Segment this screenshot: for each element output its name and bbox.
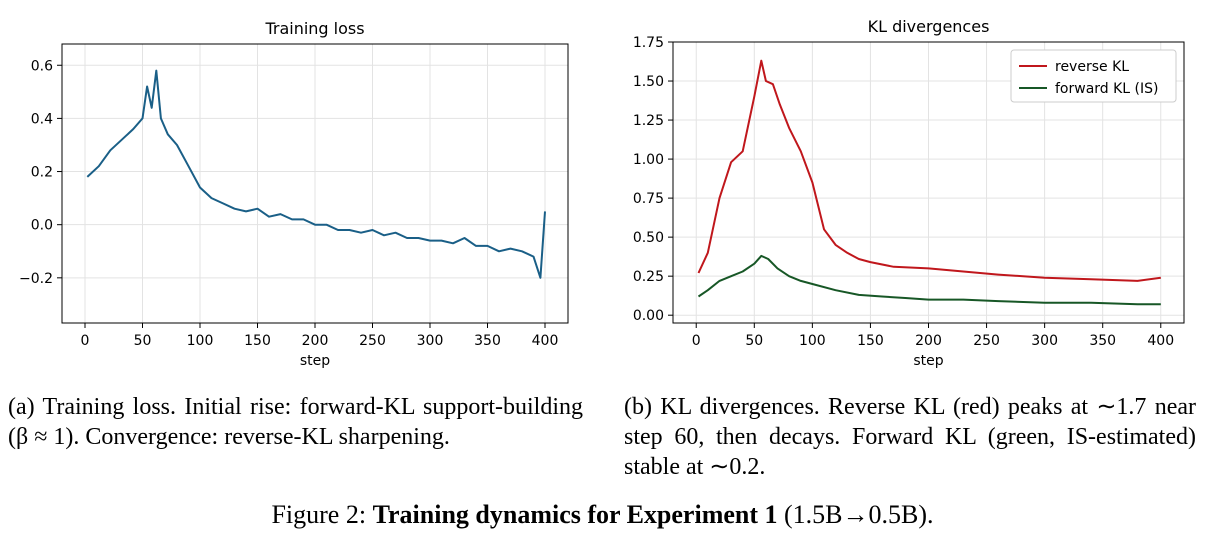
x-tick-label: 100 bbox=[187, 333, 214, 349]
series-line-reverse-kl bbox=[697, 59, 1161, 282]
panel-b-caption: (b) KL divergences. Reverse KL (red) pea… bbox=[624, 394, 1196, 480]
x-axis-label: step bbox=[300, 353, 330, 369]
x-tick-label: 100 bbox=[799, 333, 826, 349]
x-tick-label: 0 bbox=[81, 333, 90, 349]
x-tick-label: 50 bbox=[745, 333, 763, 349]
y-tick-label: 0.6 bbox=[31, 58, 53, 74]
y-tick-label: 0.4 bbox=[31, 111, 53, 127]
y-tick-label: −0.2 bbox=[19, 271, 53, 287]
x-tick-label: 200 bbox=[302, 333, 329, 349]
y-tick-label: 0.00 bbox=[633, 308, 664, 324]
chart-title: KL divergences bbox=[868, 17, 990, 36]
x-tick-label: 300 bbox=[417, 333, 444, 349]
y-tick-label: 1.50 bbox=[633, 74, 664, 90]
x-tick-label: 250 bbox=[973, 333, 1000, 349]
y-tick-label: 0.75 bbox=[633, 191, 664, 207]
x-tick-label: 350 bbox=[1089, 333, 1116, 349]
x-tick-label: 200 bbox=[915, 333, 942, 349]
y-tick-label: 0.0 bbox=[31, 218, 53, 234]
y-tick-label: 0.50 bbox=[633, 230, 664, 246]
chart-title: Training loss bbox=[264, 19, 364, 38]
figure-caption-rest: (1.5B→0.5B). bbox=[777, 500, 934, 529]
figure-caption: Figure 2: Training dynamics for Experime… bbox=[0, 500, 1205, 530]
x-tick-label: 400 bbox=[532, 333, 559, 349]
x-tick-label: 150 bbox=[857, 333, 884, 349]
figure-caption-prefix: Figure 2: bbox=[271, 500, 373, 529]
x-tick-label: 350 bbox=[474, 333, 501, 349]
kl-divergence-chart: 0 50 100 150 200 250 300 350 400 0.00 0.25 0.50 0.75… bbox=[633, 17, 1185, 369]
y-tick-label: 1.25 bbox=[633, 113, 664, 129]
training-loss-chart: 0 50 100 150 200 250 300 350 400 −0.2 0.0 0.2 0.4 0.6… bbox=[19, 19, 569, 369]
y-tick-label: 1.00 bbox=[633, 152, 664, 168]
series-line-loss bbox=[86, 69, 546, 279]
legend-label: reverse KL bbox=[1055, 59, 1129, 75]
x-tick-label: 400 bbox=[1147, 333, 1174, 349]
x-tick-label: 50 bbox=[134, 333, 152, 349]
series-line-forward-kl-is- bbox=[697, 254, 1161, 306]
x-tick-label: 150 bbox=[244, 333, 271, 349]
x-tick-label: 250 bbox=[359, 333, 386, 349]
panel-a-caption: (a) Training loss. Initial rise: forward… bbox=[8, 394, 583, 450]
legend-box bbox=[1010, 49, 1177, 103]
x-tick-label: 300 bbox=[1031, 333, 1058, 349]
x-tick-label: 0 bbox=[692, 333, 701, 349]
y-tick-label: 0.2 bbox=[31, 165, 53, 181]
y-tick-label: 0.25 bbox=[633, 269, 664, 285]
figure-caption-bold: Training dynamics for Experiment 1 bbox=[372, 500, 778, 529]
y-tick-label: 1.75 bbox=[633, 35, 664, 51]
legend-label: forward KL (IS) bbox=[1055, 81, 1159, 97]
x-axis-label: step bbox=[913, 353, 943, 369]
